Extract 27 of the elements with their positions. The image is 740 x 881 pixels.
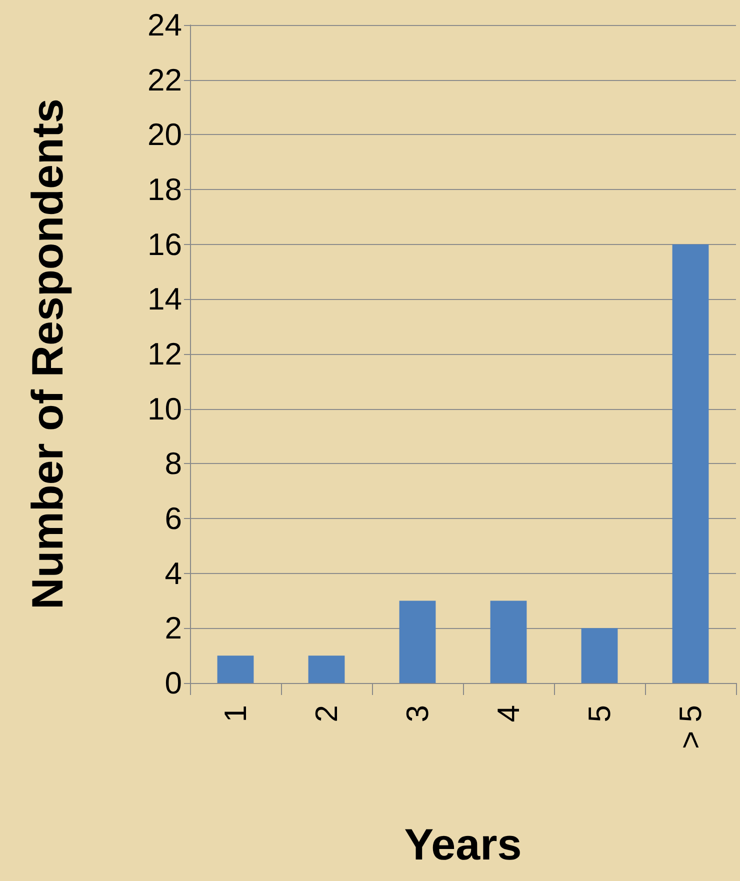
- y-tick-label: 2: [164, 610, 182, 646]
- bar: [308, 656, 345, 683]
- x-tick-label: 2: [309, 705, 344, 722]
- y-tick-label: 6: [164, 501, 182, 536]
- y-tick-label: 14: [148, 282, 182, 317]
- x-tick-label: 5: [582, 705, 617, 722]
- bar: [581, 628, 618, 683]
- bar: [490, 600, 527, 683]
- x-tick-label: 3: [400, 705, 435, 722]
- x-tick-label: 4: [491, 705, 526, 722]
- y-tick-label: 12: [148, 336, 182, 372]
- x-axis-title: Years: [404, 820, 522, 870]
- y-tick-label: 24: [148, 8, 182, 42]
- bar: [672, 244, 709, 683]
- y-tick-label: 4: [164, 556, 182, 591]
- x-tick-label: 1: [218, 705, 253, 722]
- y-tick-label: 20: [148, 117, 182, 152]
- bar: [399, 600, 436, 683]
- bar: [217, 656, 254, 683]
- y-tick-label: 8: [164, 446, 182, 482]
- y-tick-label: 16: [148, 226, 182, 262]
- y-tick-label: 18: [148, 172, 182, 207]
- y-tick-label: 22: [148, 62, 182, 98]
- y-tick-label: 0: [164, 666, 182, 700]
- y-tick-label: 10: [148, 391, 182, 426]
- x-tick-label: > 5: [673, 705, 708, 749]
- y-axis-title: Number of Respondents: [24, 98, 72, 610]
